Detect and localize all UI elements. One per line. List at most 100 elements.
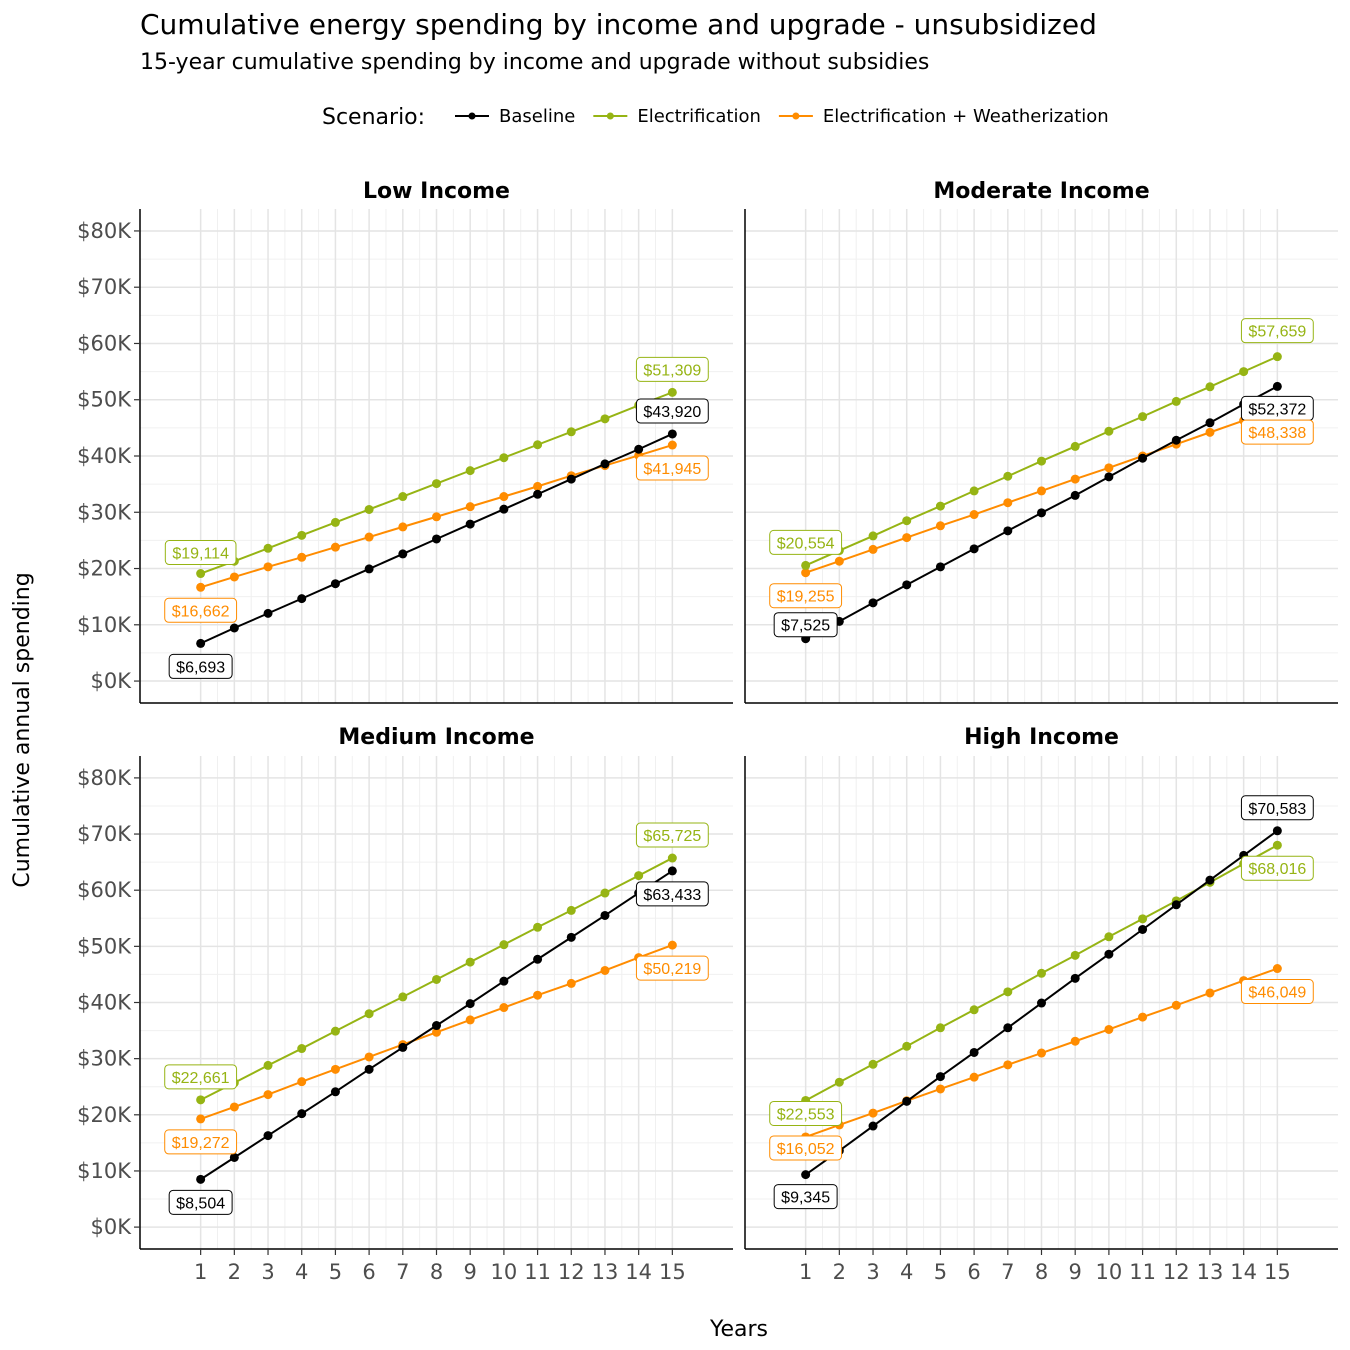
data-point [196,1095,206,1105]
data-point [1003,526,1013,536]
label-text: $22,661 [172,1070,230,1087]
label-box [164,1064,238,1090]
label-text: $65,725 [643,828,701,845]
data-point [600,414,610,424]
data-point [1171,900,1181,910]
data-point [196,1114,206,1124]
data-point [1171,1000,1181,1010]
start-value-label: $9,345 [773,1184,838,1210]
data-point [868,1108,878,1118]
data-point [432,512,441,522]
x-tick-label: 8 [1035,1260,1048,1284]
label-box [769,1100,843,1126]
data-point [868,1121,878,1131]
data-point [1272,352,1282,362]
data-point [935,501,945,511]
legend-key-point [792,112,800,120]
x-tick-label: 4 [295,1260,308,1284]
data-point [398,522,408,532]
label-box [769,583,843,609]
data-point [263,562,273,572]
data-point [499,940,509,950]
y-tick-label: $60K [77,878,132,902]
data-point [1003,1060,1013,1070]
label-text: $7,525 [781,618,830,635]
x-tick-label: 14 [1230,1260,1257,1284]
data-point [801,1170,811,1180]
data-point [667,940,677,950]
y-tick-label: $20K [77,1103,132,1127]
x-tick-label: 6 [362,1260,375,1284]
data-point [330,579,340,589]
end-value-label: $50,219 [635,955,709,981]
x-tick-label: 1 [194,1260,207,1284]
panel-0: Low Income $0K $10K $20K $30K $40K $50K $60K $70… [77,179,733,704]
y-tick-label: $0K [91,1215,133,1239]
data-point [229,1152,239,1162]
data-point [1070,1036,1080,1046]
panel-title: High Income [964,725,1119,750]
data-point [801,568,811,578]
y-tick-label: $10K [77,1159,132,1183]
legend-key-point [606,112,614,120]
x-tick-label: 12 [558,1260,585,1284]
data-point [935,562,945,572]
data-point [1239,367,1249,377]
data-point [1070,474,1080,484]
end-value-label: $41,945 [635,455,709,481]
data-point [364,1009,374,1019]
x-tick-label: 12 [1163,1260,1190,1284]
x-tick-label: 3 [261,1260,274,1284]
label-box [773,612,838,638]
label-box [1240,318,1314,344]
start-value-label: $8,504 [168,1189,233,1215]
panel-1: Moderate Income $7,525 $52,372 $20,554 $57,6… [744,179,1338,704]
data-point [868,531,878,541]
y-tick-label: $80K [77,219,132,243]
data-point [533,481,543,491]
start-value-label: $7,525 [773,612,838,638]
label-text: $16,052 [777,1141,835,1158]
data-point [969,1047,979,1057]
data-point [1138,412,1148,422]
end-value-label: $48,338 [1240,419,1314,445]
data-point [229,572,239,582]
label-text: $68,016 [1248,861,1306,878]
data-point [667,866,677,876]
data-point [868,598,878,608]
end-value-label: $43,920 [635,398,709,424]
data-point [499,453,509,463]
data-point [263,608,273,618]
x-tick-label: 5 [329,1260,342,1284]
data-point [1037,1048,1046,1058]
legend-key-point [468,112,476,120]
data-point [196,1174,206,1184]
label-box [773,1184,838,1210]
label-text: $51,309 [643,362,701,379]
data-point [935,521,945,531]
data-point [566,427,576,437]
y-tick-label: $70K [77,822,132,846]
label-text: $63,433 [643,887,701,904]
data-point [330,1026,340,1036]
label-text: $16,662 [172,603,230,620]
x-tick-label: 13 [592,1260,619,1284]
x-tick-label: 10 [491,1260,518,1284]
data-point [1104,949,1114,959]
x-tick-label: 8 [430,1260,443,1284]
start-value-label: $19,255 [769,583,843,609]
data-point [1037,968,1046,978]
data-point [533,440,543,450]
x-tick-label: 13 [1197,1260,1224,1284]
y-tick-label: $80K [77,766,132,790]
x-tick-label: 11 [524,1260,551,1284]
y-tick-label: $50K [77,388,132,412]
chart-subtitle: 15-year cumulative spending by income an… [140,50,929,75]
data-point [432,974,441,984]
y-tick-label: $20K [77,557,132,581]
start-value-label: $16,052 [769,1135,843,1161]
data-point [902,516,912,526]
legend: Scenario: Baseline Electrification Electri… [322,105,1109,130]
data-point [969,1072,979,1082]
